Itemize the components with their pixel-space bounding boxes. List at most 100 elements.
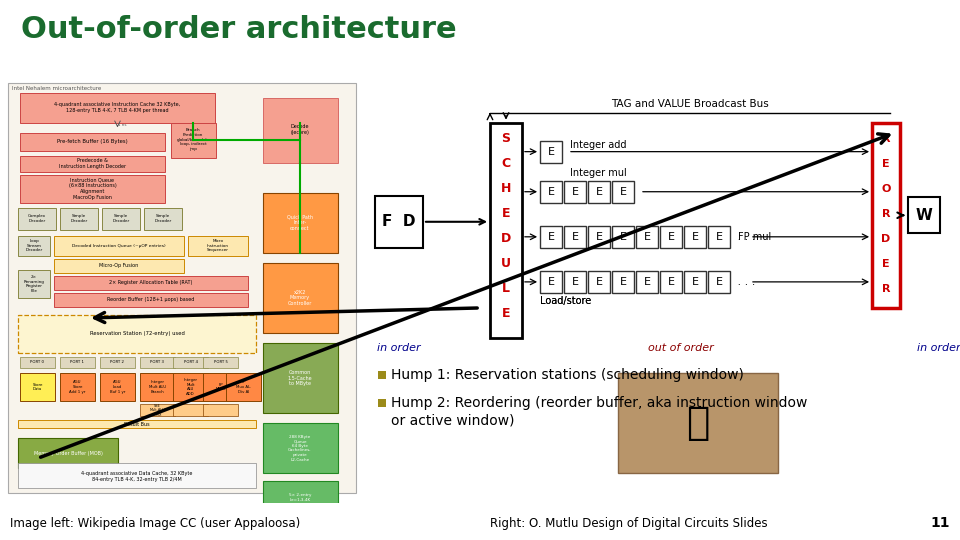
Bar bbox=[144, 208, 182, 230]
Text: Quick Path
Inter-
connect: Quick Path Inter- connect bbox=[287, 214, 313, 231]
Text: E: E bbox=[691, 277, 699, 287]
Bar bbox=[660, 271, 682, 293]
Text: Complex
Decoder: Complex Decoder bbox=[28, 214, 46, 223]
Text: Common
1.5-Cache
to MByte: Common 1.5-Cache to MByte bbox=[288, 370, 312, 386]
Text: E: E bbox=[715, 232, 723, 242]
Bar bbox=[203, 404, 238, 416]
Bar bbox=[173, 373, 208, 401]
Text: PORT 5: PORT 5 bbox=[213, 360, 228, 364]
Text: C: C bbox=[501, 157, 511, 170]
Text: E: E bbox=[882, 259, 890, 269]
Bar bbox=[660, 226, 682, 248]
Bar bbox=[540, 181, 562, 202]
Text: D: D bbox=[501, 232, 511, 245]
Text: E: E bbox=[502, 307, 511, 320]
Bar bbox=[18, 270, 50, 298]
Bar bbox=[18, 236, 50, 256]
Bar bbox=[20, 175, 165, 202]
Text: 288 KByte
Queue
64 Byte
Cachelines,
private
L2-Cache: 288 KByte Queue 64 Byte Cachelines, priv… bbox=[288, 435, 312, 462]
Bar bbox=[263, 263, 338, 333]
Text: Pre-fetch Buffer (16 Bytes): Pre-fetch Buffer (16 Bytes) bbox=[58, 139, 128, 144]
Text: E: E bbox=[715, 277, 723, 287]
Bar bbox=[173, 357, 208, 368]
Text: E: E bbox=[667, 277, 675, 287]
Text: E: E bbox=[643, 232, 651, 242]
Text: Memory Order Buffer (MOB): Memory Order Buffer (MOB) bbox=[34, 451, 103, 456]
Text: Micro-Op Fusion: Micro-Op Fusion bbox=[100, 264, 138, 268]
Text: 11: 11 bbox=[930, 516, 950, 530]
Bar bbox=[263, 481, 338, 514]
Bar bbox=[263, 98, 338, 163]
Text: Reservation Station (72-entry) used: Reservation Station (72-entry) used bbox=[89, 332, 184, 336]
Text: Store
Data: Store Data bbox=[33, 383, 42, 391]
Bar bbox=[378, 371, 386, 379]
Text: E: E bbox=[882, 159, 890, 168]
Bar bbox=[564, 181, 586, 202]
Bar bbox=[18, 438, 118, 468]
Text: W: W bbox=[916, 208, 932, 223]
Text: E: E bbox=[595, 232, 603, 242]
Text: E: E bbox=[502, 207, 511, 220]
Bar bbox=[612, 271, 634, 293]
Text: Decode
(Jecore): Decode (Jecore) bbox=[291, 124, 309, 135]
Text: in order: in order bbox=[377, 343, 420, 353]
Text: F  D: F D bbox=[382, 214, 416, 230]
Text: TAG and VALUE Broadcast Bus: TAG and VALUE Broadcast Bus bbox=[612, 99, 769, 109]
Bar bbox=[54, 259, 184, 273]
Bar bbox=[872, 123, 900, 308]
Bar bbox=[588, 226, 610, 248]
Text: R: R bbox=[881, 284, 890, 294]
Bar bbox=[636, 271, 658, 293]
Text: E: E bbox=[547, 232, 555, 242]
Text: Integer add: Integer add bbox=[570, 140, 627, 150]
Text: FP mul: FP mul bbox=[738, 232, 771, 242]
Bar bbox=[203, 373, 238, 401]
Bar bbox=[375, 195, 423, 248]
Text: E: E bbox=[595, 187, 603, 197]
Text: Simple
Decoder: Simple Decoder bbox=[112, 214, 130, 223]
Bar bbox=[540, 271, 562, 293]
Bar bbox=[60, 373, 95, 401]
Text: E: E bbox=[571, 232, 579, 242]
Text: Image left: Wikipedia Image CC (user Appaloosa): Image left: Wikipedia Image CC (user App… bbox=[10, 517, 300, 530]
Text: . . .: . . . bbox=[734, 232, 756, 242]
Text: L: L bbox=[502, 282, 510, 295]
Text: 🐪: 🐪 bbox=[686, 404, 709, 442]
Text: E: E bbox=[547, 277, 555, 287]
Text: Intel Nehalem microarchitecture: Intel Nehalem microarchitecture bbox=[12, 85, 101, 91]
Text: Micro
Instruction
Sequencer: Micro Instruction Sequencer bbox=[207, 239, 229, 252]
Text: 2× Register Allocation Table (RAT): 2× Register Allocation Table (RAT) bbox=[109, 280, 193, 285]
Text: E: E bbox=[691, 232, 699, 242]
Bar bbox=[684, 226, 706, 248]
Bar bbox=[612, 181, 634, 202]
Bar bbox=[60, 357, 95, 368]
Text: PORT 3: PORT 3 bbox=[151, 360, 164, 364]
Bar bbox=[636, 226, 658, 248]
Text: Hump 1: Reservation stations (scheduling window): Hump 1: Reservation stations (scheduling… bbox=[391, 368, 744, 382]
Text: R: R bbox=[881, 133, 890, 144]
Bar bbox=[564, 226, 586, 248]
Text: or active window): or active window) bbox=[391, 413, 515, 427]
Text: FP
MULL: FP MULL bbox=[215, 383, 226, 391]
Bar bbox=[684, 271, 706, 293]
Text: Decoded Instruction Queue (~μOP entries): Decoded Instruction Queue (~μOP entries) bbox=[72, 244, 166, 248]
Bar bbox=[540, 140, 562, 163]
Bar bbox=[18, 420, 256, 428]
Bar bbox=[263, 193, 338, 253]
Bar bbox=[226, 373, 261, 401]
Text: FP
Mux AL.
Div Al: FP Mux AL. Div Al bbox=[236, 381, 252, 394]
Bar bbox=[18, 315, 256, 353]
Bar bbox=[18, 463, 256, 488]
Text: Load/store: Load/store bbox=[540, 296, 591, 306]
Text: D: D bbox=[881, 234, 891, 244]
Bar bbox=[20, 133, 165, 151]
Text: Out-of-order architecture: Out-of-order architecture bbox=[21, 15, 457, 44]
Bar bbox=[173, 404, 208, 416]
Text: H: H bbox=[501, 182, 511, 195]
Bar bbox=[540, 226, 562, 248]
Text: Reorder Buffer (128+1 μops) based: Reorder Buffer (128+1 μops) based bbox=[108, 298, 195, 302]
Bar bbox=[54, 293, 248, 307]
Text: Integer
Mult
ALU
ADD: Integer Mult ALU ADD bbox=[183, 378, 198, 396]
Text: E: E bbox=[643, 277, 651, 287]
Text: AGU
Load
Buf 1 yr: AGU Load Buf 1 yr bbox=[109, 381, 125, 394]
